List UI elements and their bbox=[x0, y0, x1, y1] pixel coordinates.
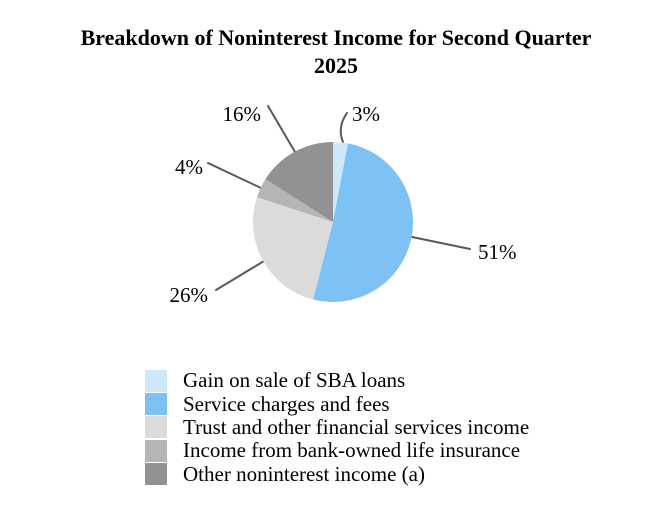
leader-line bbox=[207, 162, 262, 189]
leader-line bbox=[339, 112, 348, 143]
pct-label: 26% bbox=[170, 283, 209, 307]
pie-slice bbox=[333, 142, 348, 222]
leader-line bbox=[267, 105, 296, 153]
legend-swatch bbox=[145, 369, 167, 392]
pct-label: 3% bbox=[352, 102, 380, 126]
legend-label: Service charges and fees bbox=[183, 391, 390, 416]
legend-label: Trust and other financial services incom… bbox=[183, 414, 530, 439]
legend-label: Gain on sale of SBA loans bbox=[183, 368, 406, 393]
pie-slices bbox=[253, 142, 413, 302]
chart-title-line2: 2025 bbox=[314, 53, 358, 78]
pct-label: 16% bbox=[223, 102, 262, 126]
pie-slice bbox=[265, 142, 333, 222]
leader-lines bbox=[207, 105, 471, 291]
legend: Gain on sale of SBA loans Service charges… bbox=[145, 369, 529, 486]
legend-swatch bbox=[145, 393, 167, 416]
legend-swatch bbox=[145, 463, 167, 486]
legend-item: Service charges and fees bbox=[145, 391, 529, 416]
leader-line bbox=[411, 236, 471, 250]
legend-label: Other noninterest income (a) bbox=[183, 461, 425, 486]
pie-slice bbox=[256, 179, 333, 222]
pct-label: 51% bbox=[478, 240, 517, 264]
legend-item: Gain on sale of SBA loans bbox=[145, 369, 529, 392]
pie-slice bbox=[253, 197, 333, 300]
percentage-labels: 3% 51% 26% 4% 16% bbox=[170, 102, 517, 307]
chart-title: Breakdown of Noninterest Income for Seco… bbox=[0, 24, 672, 80]
chart-title-line1: Breakdown of Noninterest Income for Seco… bbox=[80, 25, 592, 50]
leader-line bbox=[215, 260, 265, 291]
legend-item: Income from bank-owned life insurance bbox=[145, 439, 529, 462]
legend-swatch bbox=[145, 416, 167, 439]
legend-item: Other noninterest income (a) bbox=[145, 461, 529, 486]
legend-label: Income from bank-owned life insurance bbox=[183, 438, 521, 463]
legend-swatch bbox=[145, 439, 167, 462]
legend-item: Trust and other financial services incom… bbox=[145, 414, 530, 439]
pie-slice bbox=[313, 143, 413, 302]
pct-label: 4% bbox=[175, 155, 203, 179]
